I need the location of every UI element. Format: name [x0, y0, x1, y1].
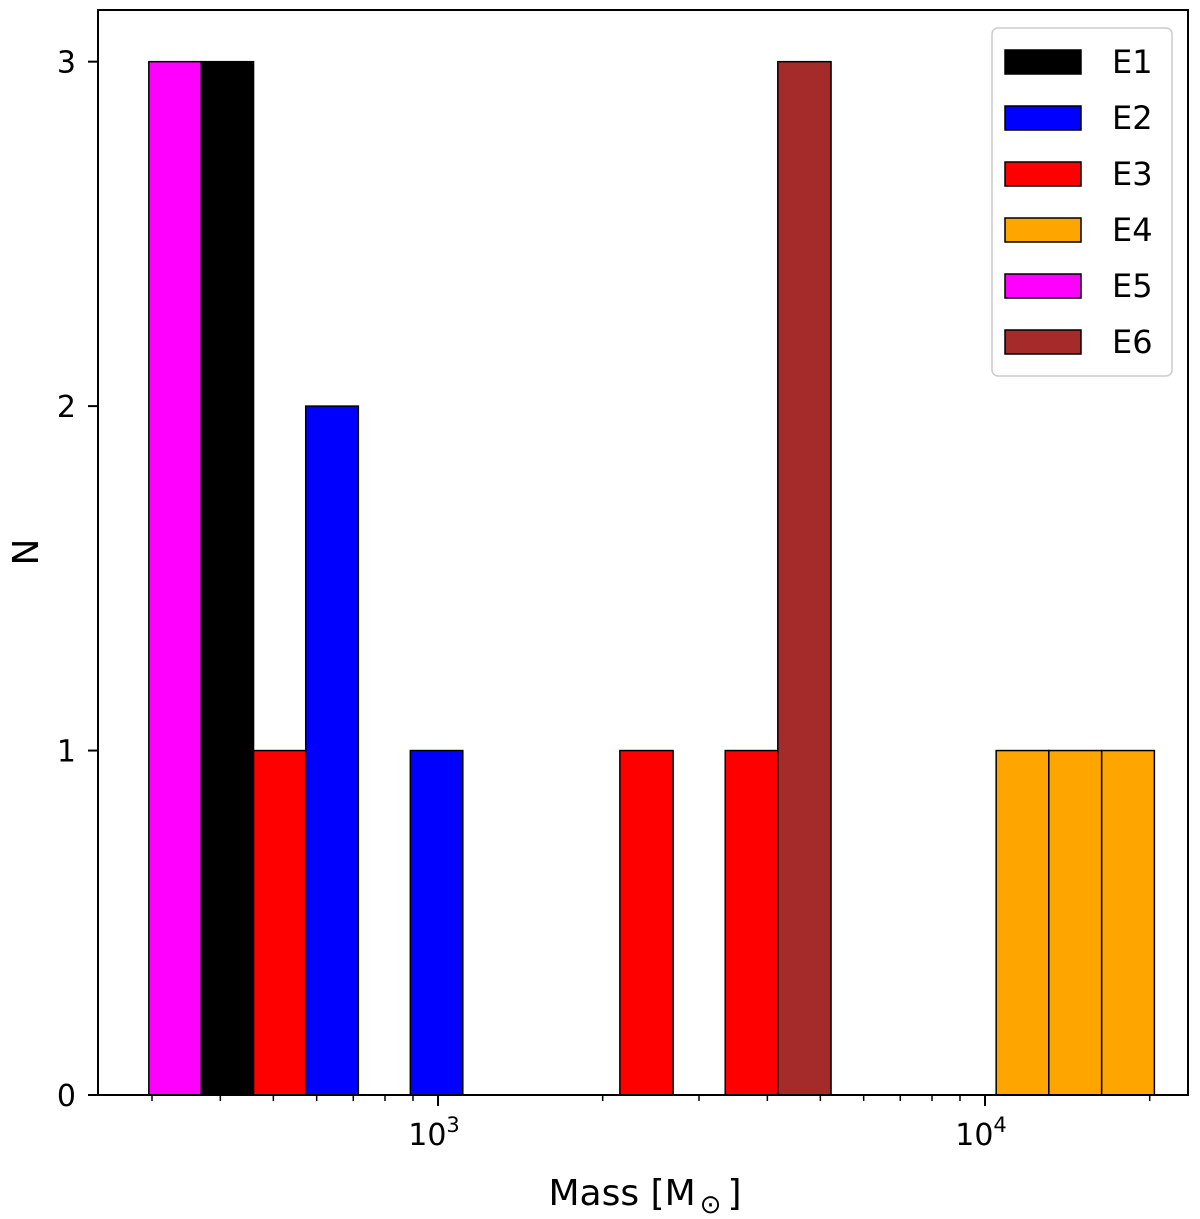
- bar-e5-1: [148, 60, 202, 1096]
- bar-e3-1: [252, 749, 307, 1096]
- bar-e6-1: [777, 60, 832, 1096]
- y-tick-label-1: 1: [57, 735, 76, 770]
- y-tick-label-0: 0: [57, 1079, 76, 1114]
- legend-swatch-e5: [1004, 273, 1082, 299]
- legend-swatch-e2: [1004, 105, 1082, 131]
- bar-e4-3: [1100, 749, 1156, 1096]
- legend-swatch-e4: [1004, 217, 1082, 243]
- y-axis-ticks: 0 1 2 3: [57, 46, 98, 1114]
- legend-label-e3: E3: [1112, 155, 1153, 193]
- bar-e4-1: [995, 749, 1050, 1096]
- legend-label-e2: E2: [1112, 99, 1153, 137]
- legend-label-e5: E5: [1112, 267, 1153, 305]
- bar-e1-1: [200, 60, 255, 1096]
- x-axis-label: Mass [M ⊙]: [548, 1173, 741, 1219]
- x-tick-label-1000: 103: [408, 1113, 460, 1153]
- bar-e3-3: [724, 749, 779, 1096]
- legend-label-e6: E6: [1112, 323, 1153, 361]
- y-tick-label-2: 2: [57, 390, 76, 425]
- x-tick-label-10000: 104: [955, 1113, 1007, 1153]
- bar-e2-1: [304, 405, 360, 1096]
- bar-e2-2: [409, 749, 464, 1096]
- legend-swatch-e6: [1004, 329, 1082, 355]
- x-axis-ticks: 103 104: [151, 1095, 1151, 1153]
- bars-layer: [148, 60, 1156, 1096]
- legend: E1 E2 E3 E4 E5 E6: [991, 27, 1173, 377]
- bar-e3-2: [619, 749, 674, 1096]
- x-axis-label-main: Mass [M: [548, 1173, 695, 1214]
- y-axis-label: N: [6, 539, 47, 566]
- y-tick-label-3: 3: [57, 46, 76, 81]
- legend-swatch-e1: [1004, 49, 1082, 75]
- x-axis-label-sun-symbol: ⊙: [700, 1190, 722, 1219]
- legend-swatch-e3: [1004, 161, 1082, 187]
- legend-label-e1: E1: [1112, 43, 1153, 81]
- x-axis-label-close: ]: [727, 1173, 741, 1214]
- legend-label-e4: E4: [1112, 211, 1153, 249]
- axes-frame: [97, 9, 1189, 1096]
- bar-e4-2: [1048, 749, 1103, 1096]
